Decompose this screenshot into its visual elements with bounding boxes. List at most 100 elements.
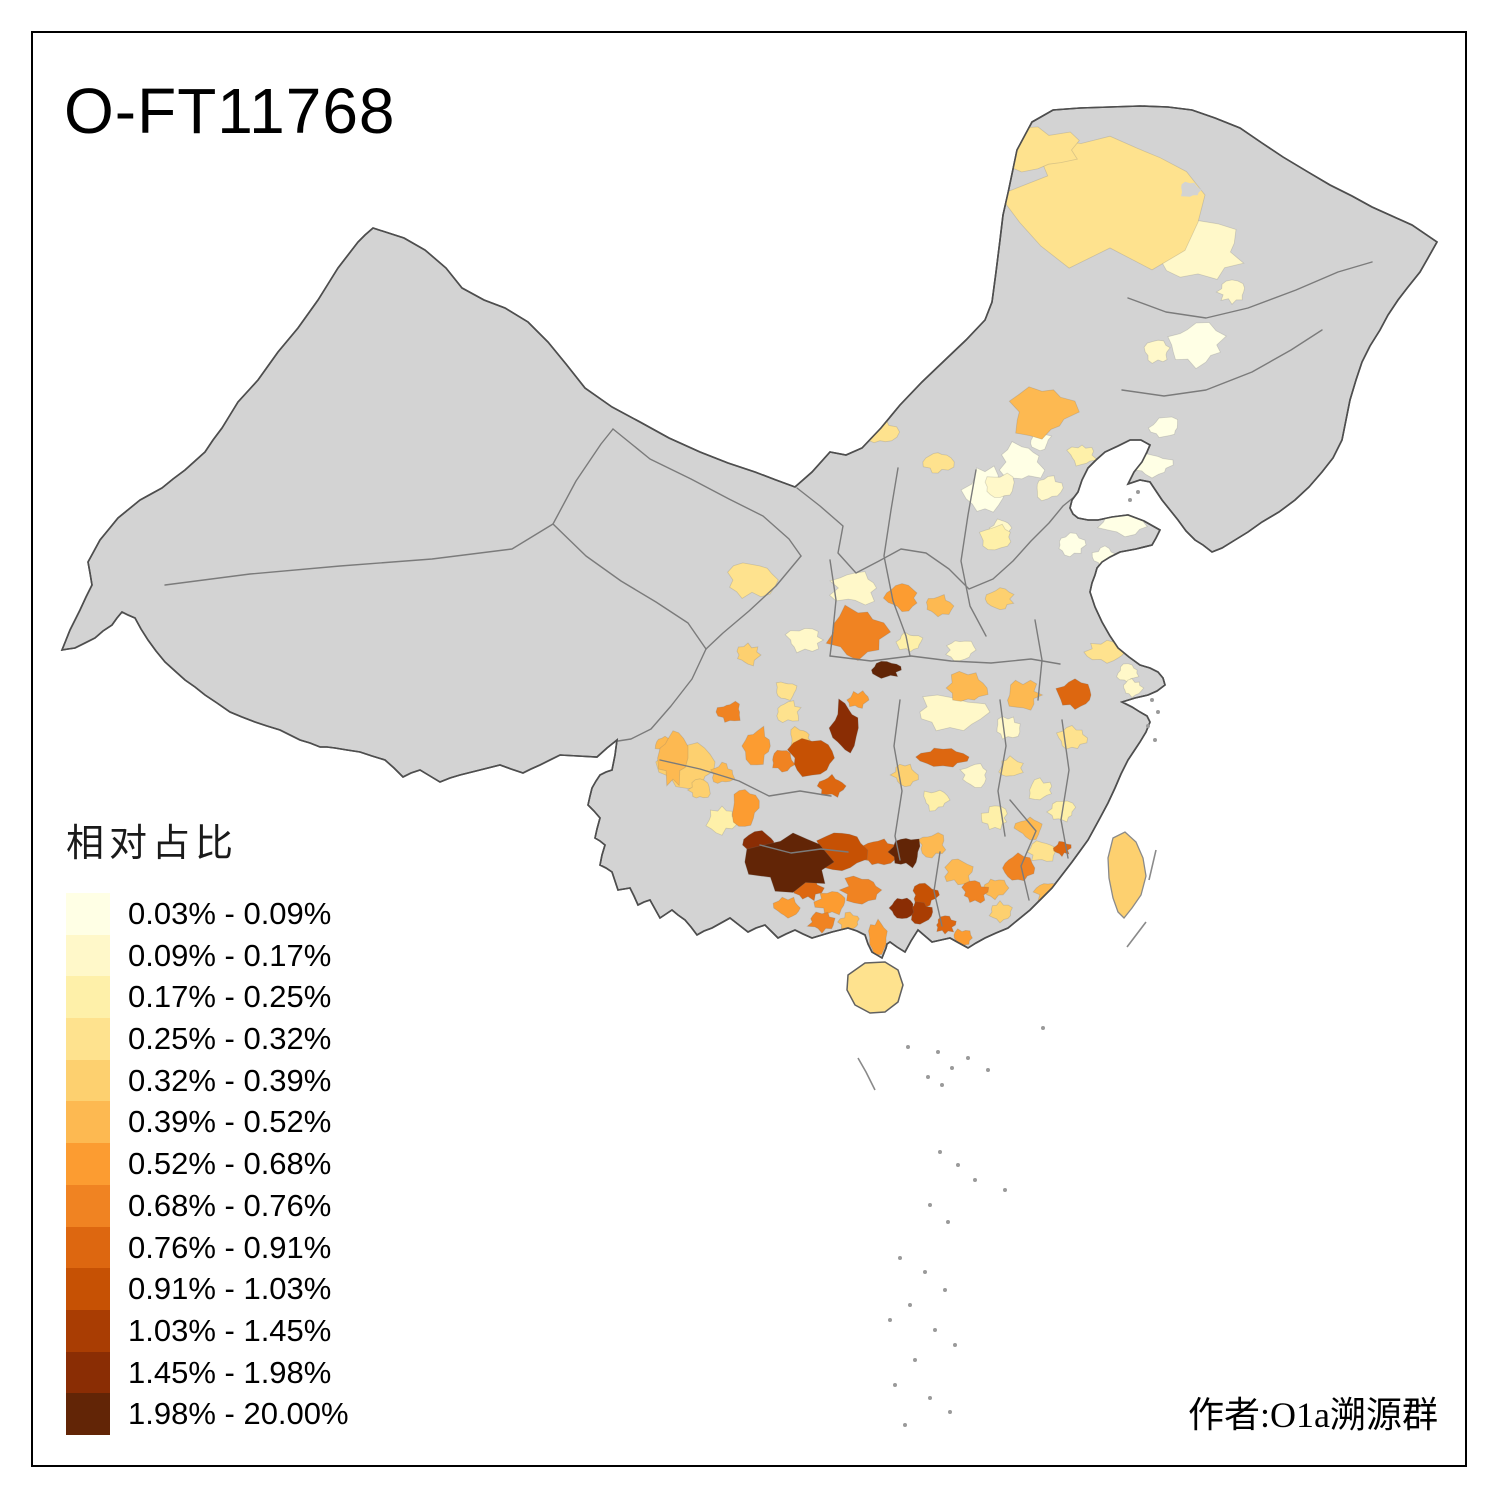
choropleth-regions	[654, 126, 1246, 956]
region-patch	[705, 805, 738, 836]
legend-label: 0.91% - 1.03%	[128, 1271, 332, 1307]
legend-row: 0.91% - 1.03%	[66, 1268, 349, 1310]
region-patch	[1066, 444, 1099, 467]
attribution-text: 作者:O1a溯源群	[1188, 1395, 1438, 1435]
legend-swatch	[66, 1184, 110, 1227]
region-patch	[1028, 777, 1053, 801]
region-patch	[1147, 416, 1179, 438]
legend-swatch	[66, 976, 110, 1019]
legend-swatch	[66, 1143, 110, 1185]
region-patch	[772, 896, 801, 919]
region-patch	[1036, 475, 1064, 502]
region-patch	[1181, 181, 1202, 197]
legend-label: 0.25% - 0.32%	[128, 1021, 332, 1057]
region-patch	[784, 627, 825, 654]
legend-label: 0.17% - 0.25%	[128, 979, 332, 1015]
region-patch	[889, 763, 919, 788]
region-patch	[813, 891, 846, 916]
legend-row: 0.17% - 0.25%	[66, 976, 349, 1019]
region-patch	[657, 730, 689, 787]
legend-label: 1.45% - 1.98%	[128, 1354, 332, 1390]
region-patch	[1046, 800, 1077, 823]
legend-label: 0.76% - 0.91%	[128, 1229, 332, 1265]
region-patch	[828, 698, 859, 754]
region-patch	[1055, 678, 1092, 710]
region-patch	[828, 571, 878, 606]
region-patch	[786, 737, 835, 778]
region-patch	[731, 789, 760, 827]
legend-swatch	[66, 1101, 110, 1144]
legend-swatch	[66, 934, 110, 977]
legend-row: 1.98% - 20.00%	[66, 1393, 349, 1435]
region-patch	[961, 880, 990, 904]
region-patch	[888, 897, 915, 920]
region-patch	[1116, 663, 1140, 684]
legend-row: 1.03% - 1.45%	[66, 1309, 349, 1352]
region-patch	[1123, 678, 1145, 699]
region-patch	[922, 452, 955, 474]
legend-rows: 0.03% - 0.09% 0.09% - 0.17% 0.17% - 0.25% 0…	[66, 893, 349, 1435]
legend-row: 0.39% - 0.52%	[66, 1101, 349, 1144]
region-patch	[1008, 386, 1080, 440]
province-borders	[164, 261, 1373, 927]
region-patch	[945, 640, 977, 662]
region-patch	[882, 583, 918, 613]
region-patch	[816, 773, 847, 798]
legend-label: 0.09% - 0.17%	[128, 937, 332, 973]
legend-row: 0.09% - 0.17%	[66, 934, 349, 977]
legend-swatch	[66, 1351, 110, 1394]
region-patch	[776, 700, 802, 724]
region-patch	[806, 911, 836, 934]
region-patch	[736, 642, 762, 667]
region-patch	[984, 587, 1015, 611]
legend-row: 0.52% - 0.68%	[66, 1143, 349, 1185]
region-patch	[912, 882, 940, 908]
legend-label: 0.03% - 0.09%	[128, 896, 332, 931]
legend-row: 1.45% - 1.98%	[66, 1351, 349, 1394]
region-patch	[825, 604, 892, 661]
legend-row: 0.25% - 0.32%	[66, 1018, 349, 1060]
region-patch	[715, 700, 741, 723]
region-patch	[1002, 852, 1036, 882]
region-patch	[945, 670, 989, 702]
legend-swatch	[66, 1018, 110, 1060]
legend-swatch	[66, 1393, 110, 1435]
region-patch	[727, 562, 779, 600]
region-patch	[1058, 532, 1087, 558]
legend-swatch	[66, 1226, 110, 1269]
region-patch	[1007, 679, 1044, 711]
south-china-sea-islands	[857, 490, 1160, 1427]
region-patch	[870, 660, 902, 679]
region-patch	[936, 915, 957, 935]
page-title: O-FT11768	[64, 75, 396, 147]
region-patch	[846, 690, 870, 709]
legend-row: 0.68% - 0.76%	[66, 1184, 349, 1227]
legend-swatch	[66, 893, 110, 935]
legend-swatch	[66, 1268, 110, 1310]
region-patch	[988, 900, 1013, 924]
region-patch	[978, 523, 1012, 551]
region-patch	[998, 755, 1024, 777]
region-patch	[1215, 279, 1246, 305]
legend-row: 0.32% - 0.39%	[66, 1059, 349, 1102]
region-patch	[772, 749, 796, 773]
region-patch	[837, 911, 860, 931]
region-patch	[686, 778, 711, 799]
taiwan-island	[1107, 831, 1147, 919]
region-patch	[984, 472, 1015, 498]
hainan-island	[846, 961, 904, 1014]
region-patch	[925, 593, 955, 618]
legend-label: 0.32% - 0.39%	[128, 1062, 332, 1098]
region-patch	[838, 875, 883, 905]
region-patch	[1143, 339, 1171, 364]
region-patch	[887, 837, 921, 869]
legend-swatch	[66, 1059, 110, 1102]
region-patch	[959, 763, 988, 788]
region-patch	[775, 681, 798, 701]
legend-label: 1.03% - 1.45%	[128, 1312, 332, 1348]
legend-swatch	[66, 1309, 110, 1352]
region-patch	[915, 747, 970, 768]
legend-row: 0.03% - 0.09%	[66, 893, 349, 935]
